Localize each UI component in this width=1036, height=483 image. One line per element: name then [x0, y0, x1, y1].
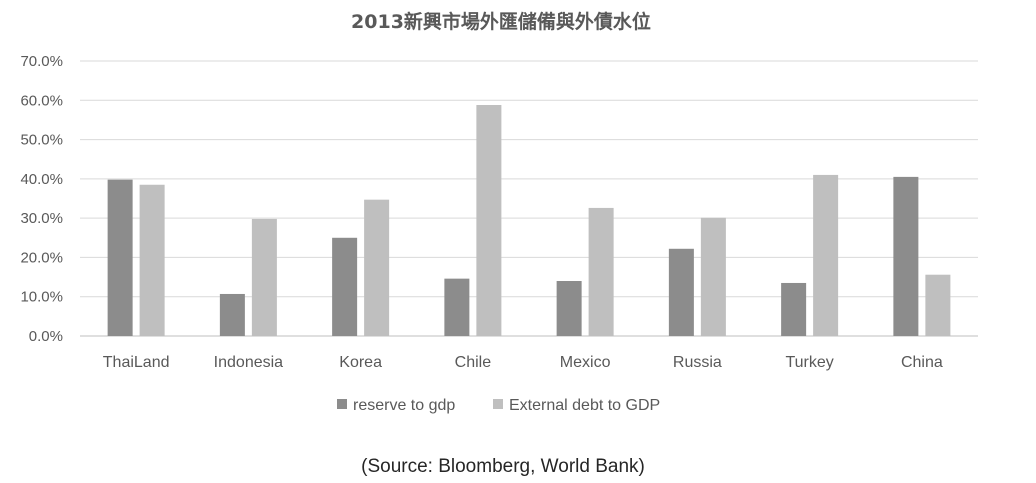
bar-reserve	[893, 176, 919, 336]
bar-external-debt	[588, 207, 614, 336]
bar-external-debt	[476, 105, 502, 336]
x-category-label: Chile	[455, 354, 492, 371]
y-tick-label: 0.0%	[29, 328, 63, 345]
legend-swatch-reserve	[337, 399, 347, 409]
y-tick-label: 20.0%	[20, 249, 63, 266]
x-axis-categories: ThaiLand Indonesia Korea Chile Mexico Russia T…	[103, 354, 943, 371]
chart-title: 2013新興市場外匯儲備與外債水位	[351, 10, 651, 33]
legend-swatch-external-debt	[493, 399, 503, 409]
x-category-label: China	[901, 354, 943, 371]
y-tick-label: 30.0%	[20, 210, 63, 227]
bar-external-debt	[700, 217, 726, 336]
y-tick-label: 60.0%	[20, 92, 63, 109]
bar-external-debt	[251, 218, 277, 336]
bar-reserve	[107, 179, 133, 336]
x-category-label: ThaiLand	[103, 354, 170, 371]
bars	[107, 105, 951, 336]
bar-external-debt	[813, 174, 839, 336]
x-category-label: Mexico	[560, 354, 611, 371]
gridlines	[80, 60, 978, 337]
bar-reserve	[556, 281, 582, 336]
bar-reserve	[332, 237, 358, 336]
bar-reserve	[781, 282, 807, 336]
bar-reserve	[668, 248, 694, 336]
legend-label-reserve: reserve to gdp	[353, 397, 455, 414]
legend-label-external-debt: External debt to GDP	[509, 397, 660, 414]
x-category-label: Korea	[339, 354, 382, 371]
y-tick-label: 10.0%	[20, 289, 63, 306]
bar-external-debt	[364, 199, 390, 336]
y-tick-label: 50.0%	[20, 132, 63, 149]
x-category-label: Indonesia	[214, 354, 283, 371]
y-tick-label: 40.0%	[20, 171, 63, 188]
bar-reserve	[444, 278, 470, 336]
y-axis-ticks: 0.0% 10.0% 20.0% 30.0% 40.0% 50.0% 60.0% 70.0%	[20, 53, 63, 345]
x-category-label: Turkey	[785, 354, 833, 371]
bar-external-debt	[139, 184, 165, 336]
bar-external-debt	[925, 274, 951, 336]
x-category-label: Russia	[673, 354, 722, 371]
y-tick-label: 70.0%	[20, 53, 63, 70]
bar-reserve	[219, 293, 245, 336]
source-note: (Source: Bloomberg, World Bank)	[361, 456, 645, 477]
legend: reserve to gdp External debt to GDP	[337, 397, 660, 414]
